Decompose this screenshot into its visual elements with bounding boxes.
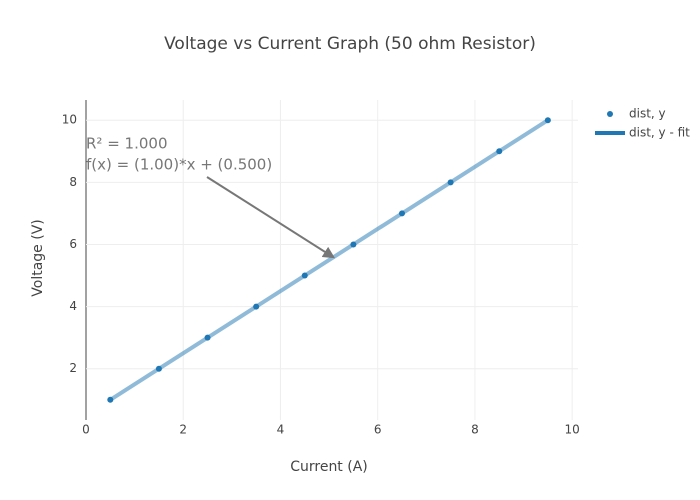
x-tick-label: 4 xyxy=(277,423,285,437)
y-tick-label: 8 xyxy=(69,175,77,189)
x-axis-title: Current (A) xyxy=(290,459,368,475)
y-tick-label: 6 xyxy=(69,237,77,251)
annotation: R² = 1.000 xyxy=(86,135,167,153)
x-tick-label: 6 xyxy=(374,423,382,437)
chart-title: Voltage vs Current Graph (50 ohm Resisto… xyxy=(164,34,536,54)
legend-label: dist, y xyxy=(629,107,666,121)
plot-area: 0 2 4 6 8 10 2 4 6 8 10 xyxy=(62,100,580,437)
annotation: f(x) = (1.00)*x + (0.500) xyxy=(86,156,272,174)
x-tick-label: 0 xyxy=(82,423,90,437)
x-tick-label: 10 xyxy=(565,423,580,437)
x-tick-label: 2 xyxy=(179,423,187,437)
legend-swatch xyxy=(607,111,613,117)
fit-line xyxy=(109,118,549,402)
y-tick-label: 4 xyxy=(69,299,77,313)
x-tick-label: 8 xyxy=(471,423,479,437)
annotation-arrow xyxy=(206,176,336,259)
y-axis-title: Voltage (V) xyxy=(30,219,46,296)
y-tick-label: 2 xyxy=(69,361,77,375)
y-tick-label: 10 xyxy=(62,113,77,127)
legend-label: dist, y - fit xyxy=(629,126,690,140)
